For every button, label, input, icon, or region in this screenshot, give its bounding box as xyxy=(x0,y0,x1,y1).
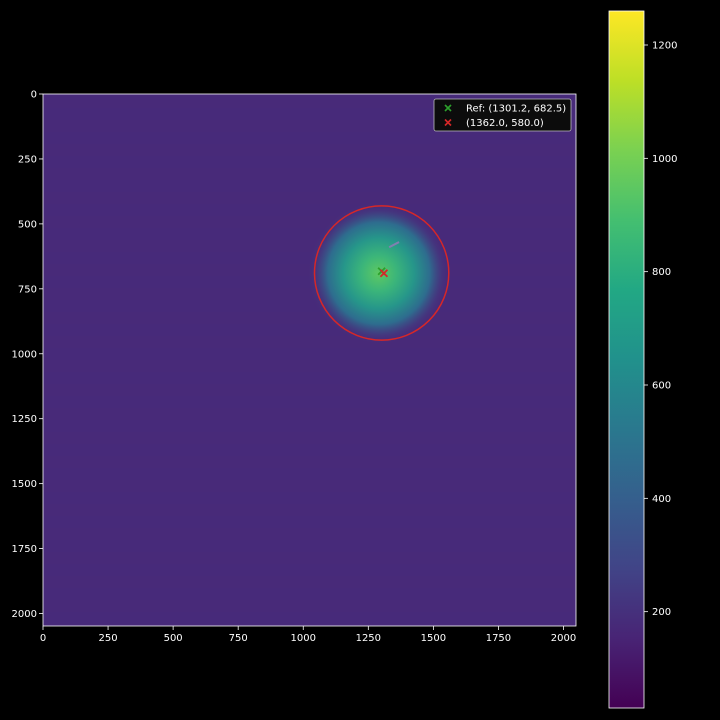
legend-marker-icon xyxy=(444,104,452,112)
x-tick-label: 750 xyxy=(229,633,248,644)
x-tick-label: 1500 xyxy=(421,633,446,644)
y-tick-label: 250 xyxy=(18,154,37,165)
colorbar-tick-label: 1000 xyxy=(652,154,677,165)
legend-label: (1362.0, 580.0) xyxy=(466,118,544,129)
legend-label: Ref: (1301.2, 682.5) xyxy=(466,104,566,115)
legend: Ref: (1301.2, 682.5) (1362.0, 580.0) xyxy=(433,98,572,132)
x-tick-label: 500 xyxy=(164,633,183,644)
y-tick-label: 500 xyxy=(18,219,37,230)
axes-frame xyxy=(42,93,577,627)
y-tick-label: 1750 xyxy=(12,544,37,555)
colorbar-tick-label: 200 xyxy=(652,607,671,618)
heatmap-axes: 0 250 500 750 1000 1250 1500 1750 2000 0 250 500 75… xyxy=(12,90,577,644)
x-tick-label: 1000 xyxy=(291,633,316,644)
colorbar-tick-label: 600 xyxy=(652,381,671,392)
x-tick-label: 1250 xyxy=(356,633,381,644)
x-tick-label: 2000 xyxy=(551,633,576,644)
heatmap-banding xyxy=(43,100,576,626)
y-tick-label: 2000 xyxy=(12,609,37,620)
legend-box xyxy=(433,98,572,132)
marker-1 xyxy=(379,269,389,278)
colorbar: 200 400 600 800 1000 1200 xyxy=(608,10,677,709)
x-tick-label: 250 xyxy=(99,633,118,644)
legend-entry-1: (1362.0, 580.0) xyxy=(444,118,544,129)
y-tick-label: 1250 xyxy=(12,414,37,425)
x-tick-label: 0 xyxy=(40,633,46,644)
direction-arrow xyxy=(388,241,400,249)
colorbar-tick-label: 400 xyxy=(652,494,671,505)
x-tick-label: 1750 xyxy=(486,633,511,644)
y-tick-label: 1000 xyxy=(12,349,37,360)
y-tick-label: 1500 xyxy=(12,479,37,490)
legend-entry-0: Ref: (1301.2, 682.5) xyxy=(444,104,566,115)
colorbar-tick-label: 1200 xyxy=(652,41,677,52)
y-tick-label: 750 xyxy=(18,284,37,295)
colorbar-tick-label: 800 xyxy=(652,267,671,278)
fit-circle xyxy=(313,205,450,341)
y-tick-label: 0 xyxy=(31,90,37,101)
legend-marker-icon xyxy=(444,118,452,127)
colorbar-gradient xyxy=(608,10,645,709)
